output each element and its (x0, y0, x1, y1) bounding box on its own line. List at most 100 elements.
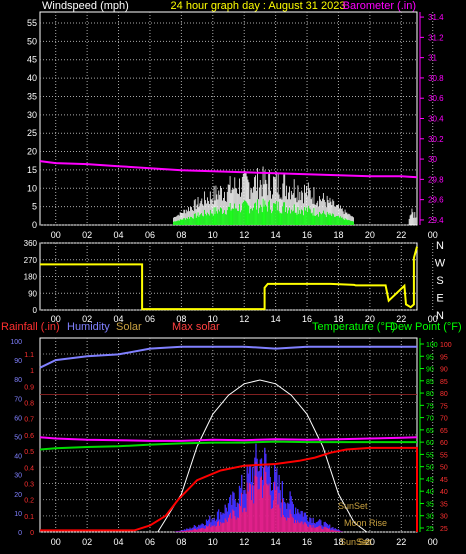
direction-panel-grid: 00 02 04 06 08 10 12 14 16 18 20 22 00 (40, 242, 438, 324)
humidity-tick-label: 40 (14, 454, 22, 461)
humidity-tick-label: 0 (18, 530, 22, 537)
wind-barometer-panel: 00 02 04 06 08 10 12 14 16 18 20 22 00 0 5 10 15 20 25 30 3… (27, 11, 444, 240)
temperature-tick-label: 85 (440, 379, 448, 386)
temperature-line (39, 436, 418, 442)
dew-tick-label: 80 (426, 391, 434, 398)
dew-tick-label: 95 (426, 354, 434, 361)
temperature-tick-label: 70 (440, 416, 448, 423)
x-tick-label: 22 (396, 230, 406, 240)
humidity-tick-label: 70 (14, 396, 22, 403)
solar-label: Solar (116, 321, 142, 333)
humidity-label: Humidity (67, 321, 110, 333)
wind-direction-line (40, 246, 418, 311)
x-tick-label: 12 (239, 537, 249, 547)
temperature-tick-label: 25 (440, 526, 448, 533)
x-tick-label: 16 (302, 314, 312, 324)
humidity-tick-label: 20 (14, 492, 22, 499)
dew-point-line (39, 440, 417, 451)
x-tick-label: 12 (239, 230, 249, 240)
wind-tick-label: 10 (27, 183, 37, 193)
x-tick-label: 20 (365, 314, 375, 324)
rainfall-line (40, 446, 418, 532)
wind-tick-label: 45 (27, 55, 37, 65)
rain-tick-label: 0.4 (24, 465, 34, 472)
wind-tick-label: 30 (27, 110, 37, 120)
humidity-tick-label: 50 (14, 435, 22, 442)
wind-tick-label: 20 (27, 147, 37, 157)
x-tick-label: 02 (82, 537, 92, 547)
dew-tick-label: 70 (426, 416, 434, 423)
rain-tick-label: 0.6 (24, 433, 34, 440)
x-tick-label: 20 (365, 230, 375, 240)
direction-tick-label: 0 (33, 306, 38, 315)
x-tick-label: 22 (396, 314, 406, 324)
temperature-tick-label: 35 (440, 501, 448, 508)
dew-tick-label: 60 (426, 440, 434, 447)
direction-tick-label: 180 (24, 273, 38, 282)
bottom-set-label: Set (358, 537, 372, 547)
barometer-tick-label: 30.2 (428, 135, 444, 144)
x-tick-label: 04 (114, 537, 124, 547)
rain-tick-label: 1 (30, 368, 34, 375)
rain-tick-label: 1.1 (24, 352, 34, 359)
compass-label: S (436, 275, 443, 287)
moonrise-annotation: Moon Rise (344, 518, 387, 528)
temperature-tick-label: 75 (440, 403, 448, 410)
barometer-tick-label: 29.6 (428, 196, 444, 205)
x-tick-label: 22 (396, 537, 406, 547)
wind-gust-bars (173, 166, 418, 225)
x-tick-label: 00 (428, 314, 438, 324)
dew-tick-label: 35 (426, 501, 434, 508)
wind-tick-label: 15 (27, 165, 37, 175)
wind-panel-ticks: 0 5 10 15 20 25 30 35 40 45 50 55 29.4 29.6 29.8 30 30.2… (27, 13, 444, 230)
dew-tick-label: 65 (426, 428, 434, 435)
temperature-tick-label: 55 (440, 452, 448, 459)
x-tick-label: 10 (208, 537, 218, 547)
x-tick-label: 08 (176, 230, 186, 240)
x-tick-label: 08 (176, 314, 186, 324)
humidity-tick-label: 30 (14, 473, 22, 480)
x-tick-label: 14 (271, 230, 281, 240)
dew-tick-label: 30 (426, 514, 434, 521)
humidity-line (39, 345, 417, 369)
x-tick-label: 00 (428, 537, 438, 547)
dew-tick-label: 55 (426, 452, 434, 459)
x-tick-label: 04 (114, 314, 124, 324)
x-tick-label: 18 (333, 537, 343, 547)
direction-tick-label: 360 (24, 239, 38, 248)
rain-tick-label: 0.5 (24, 449, 34, 456)
barometer-line (39, 160, 418, 179)
rain-humidity-panel: 00 02 04 06 08 10 12 14 16 18 20 22 00 00.10.20.30.4… (10, 337, 452, 547)
barometer-tick-label: 31 (428, 54, 437, 63)
windspeed-label: Windspeed (mph) (42, 0, 129, 12)
humidity-tick-label: 10 (14, 511, 22, 518)
x-tick-label: 16 (302, 230, 312, 240)
wind-tick-label: 5 (32, 202, 37, 212)
bottom-sunset-label: SunSet (340, 537, 370, 547)
humidity-tick-label: 100 (10, 339, 22, 346)
dew-tick-label: 25 (426, 526, 434, 533)
x-tick-label: 12 (239, 314, 249, 324)
solar-bars (174, 443, 344, 532)
graph-title: 24 hour graph day : August 31 2023 (171, 0, 346, 12)
wind-tick-label: 40 (27, 73, 37, 83)
temperature-tick-label: 95 (440, 354, 448, 361)
sunset-annotation: SunSet (338, 501, 368, 511)
temperature-tick-label: 65 (440, 428, 448, 435)
x-tick-label: 10 (208, 314, 218, 324)
x-tick-label: 06 (145, 230, 155, 240)
compass-label: N (436, 240, 444, 252)
rain-tick-label: 0.2 (24, 498, 34, 505)
dew-tick-label: 75 (426, 403, 434, 410)
rain-tick-label: 0.8 (24, 401, 34, 408)
bottom-panel-grid: 00 02 04 06 08 10 12 14 16 18 20 22 00 (40, 338, 438, 547)
dew-tick-label: 85 (426, 379, 434, 386)
dew-tick-label: 100 (426, 342, 438, 349)
rain-tick-label: 0.7 (24, 417, 34, 424)
x-tick-label: 06 (145, 314, 155, 324)
barometer-tick-label: 31.2 (428, 33, 444, 42)
dew-tick-label: 40 (426, 489, 434, 496)
rainfall-label: Rainfall (.in) (1, 321, 60, 333)
temperature-tick-label: 60 (440, 440, 448, 447)
